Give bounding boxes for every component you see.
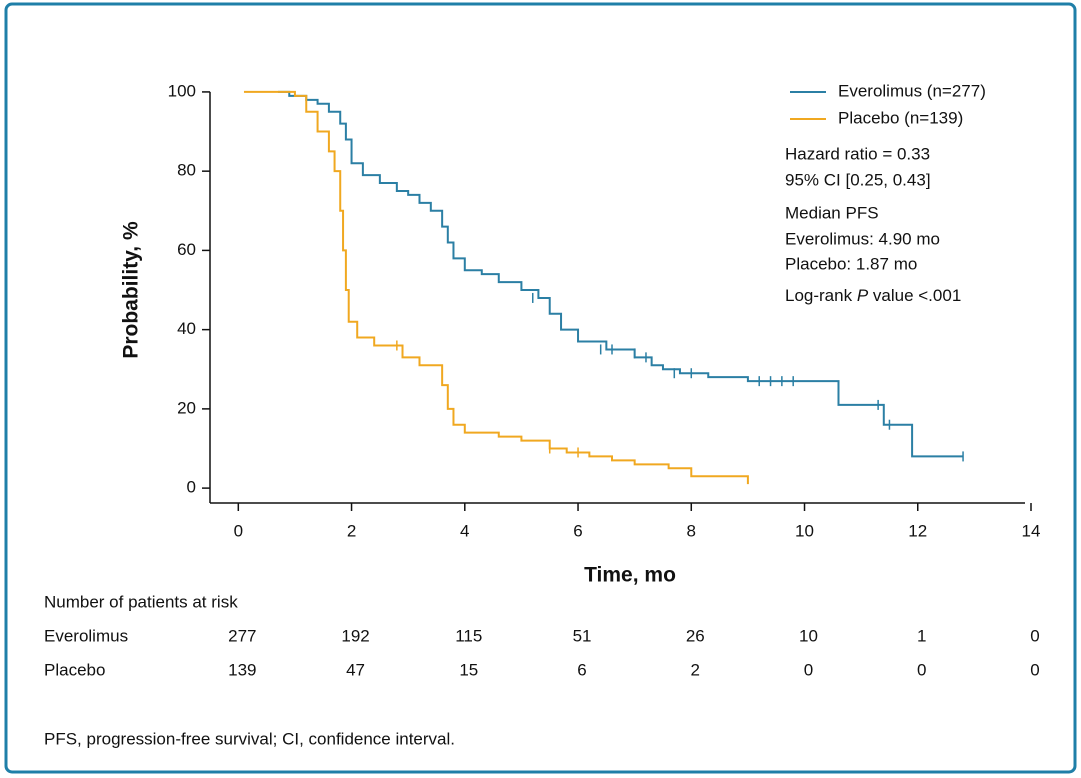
y-tick-label: 40	[177, 319, 196, 338]
km-curve	[277, 90, 964, 458]
risk-value: 51	[573, 626, 592, 645]
log-rank-part: Log-rank	[785, 286, 857, 305]
legend-label: Everolimus (n=277)	[838, 81, 986, 100]
risk-row-label: Everolimus	[44, 626, 128, 645]
x-tick-label: 6	[573, 521, 582, 540]
x-tick-label: 8	[687, 521, 696, 540]
x-tick-label: 4	[460, 521, 469, 540]
risk-value: 0	[917, 660, 926, 679]
log-rank: Log-rank P value <.001	[785, 286, 961, 305]
y-tick-label: 100	[168, 81, 196, 100]
annotation: 95% CI [0.25, 0.43]	[785, 170, 931, 189]
y-axis-label: Probability, %	[120, 221, 143, 359]
x-tick-label: 10	[795, 521, 814, 540]
x-tick-label: 14	[1022, 521, 1041, 540]
risk-value: 192	[341, 626, 369, 645]
annotation: Median PFS	[785, 203, 879, 222]
risk-value: 10	[799, 626, 818, 645]
y-tick-label: 20	[177, 398, 196, 417]
footnote: PFS, progression-free survival; CI, conf…	[44, 729, 455, 748]
annotation: Placebo: 1.87 mo	[785, 254, 917, 273]
risk-value: 0	[804, 660, 813, 679]
risk-value: 2	[691, 660, 700, 679]
risk-title: Number of patients at risk	[44, 592, 238, 611]
risk-value: 115	[455, 626, 482, 645]
annotation: Everolimus: 4.90 mo	[785, 229, 940, 248]
x-tick-label: 0	[234, 521, 243, 540]
frame	[4, 2, 1077, 774]
y-tick-label: 80	[177, 161, 196, 180]
log-rank-part: P	[857, 286, 869, 305]
risk-value: 277	[228, 626, 256, 645]
annotation: Hazard ratio = 0.33	[785, 144, 930, 163]
risk-value: 1	[917, 626, 926, 645]
y-tick-label: 60	[177, 240, 196, 259]
risk-value: 26	[686, 626, 705, 645]
log-rank-part: value <.001	[868, 286, 961, 305]
risk-value: 47	[346, 660, 365, 679]
x-tick-label: 2	[347, 521, 356, 540]
legend-label: Placebo (n=139)	[838, 108, 963, 127]
risk-value: 6	[577, 660, 586, 679]
risk-value: 0	[1030, 626, 1039, 645]
risk-value: 139	[228, 660, 256, 679]
risk-value: 0	[1030, 660, 1039, 679]
x-axis-label: Time, mo	[584, 564, 676, 587]
km-curve	[243, 90, 749, 485]
y-tick-label: 0	[187, 478, 196, 497]
risk-row-label: Placebo	[44, 660, 105, 679]
risk-value: 15	[459, 660, 478, 679]
x-tick-label: 12	[908, 521, 927, 540]
